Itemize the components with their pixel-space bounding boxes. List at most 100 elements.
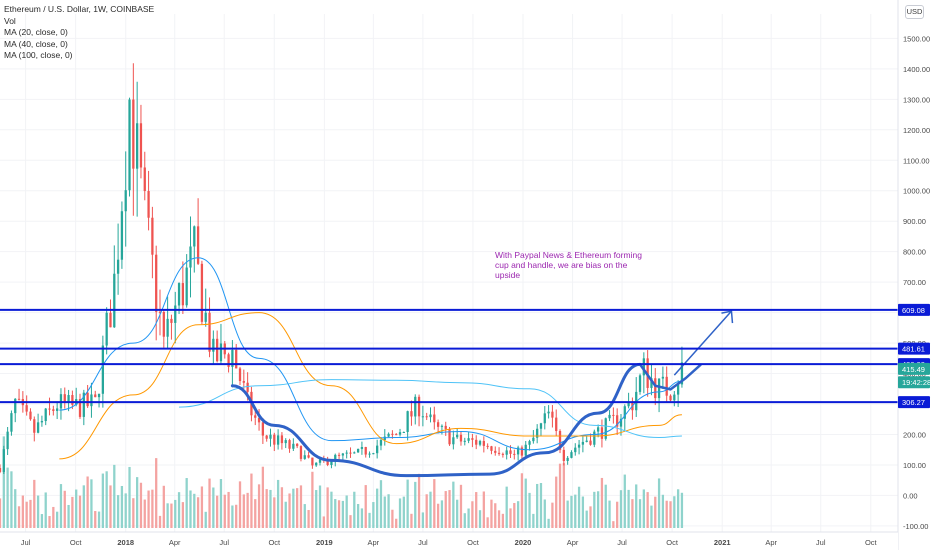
legend-vol[interactable]: Vol	[4, 15, 16, 26]
legend-ma-20[interactable]: MA (20, close, 0)	[4, 27, 68, 37]
candle	[204, 288, 207, 327]
candle	[216, 330, 219, 363]
candle	[379, 437, 383, 451]
volume-bar	[227, 491, 230, 528]
candle	[219, 323, 223, 365]
candle	[444, 421, 447, 436]
candle	[307, 451, 310, 459]
candle	[356, 448, 360, 453]
volume-bar	[311, 471, 314, 528]
volume-bar	[349, 515, 352, 528]
candle	[174, 291, 177, 344]
candle	[155, 245, 158, 341]
symbol-title[interactable]: Ethereum / U.S. Dollar, 1W, COINBASE	[4, 4, 155, 14]
volume-bar	[136, 477, 139, 528]
y-tick-label: 1400.00	[903, 65, 930, 74]
volume-bar	[44, 492, 47, 528]
candle	[593, 429, 596, 448]
volume-bar	[376, 488, 379, 528]
volume-bar	[654, 496, 657, 528]
volume-bar	[6, 467, 9, 528]
volume-bar	[212, 487, 215, 528]
moving-averages	[59, 257, 682, 460]
volume-bar	[589, 506, 592, 528]
candle	[189, 216, 192, 298]
candle	[387, 432, 390, 438]
volume-bar	[90, 479, 93, 528]
candle	[475, 435, 478, 450]
legend-ma-40[interactable]: MA (40, close, 0)	[4, 38, 68, 49]
price-tag: 481.61	[898, 342, 930, 355]
volume-bar	[494, 503, 497, 528]
candle	[463, 437, 466, 446]
candle	[551, 405, 554, 428]
candle	[63, 387, 66, 409]
candle	[315, 462, 318, 467]
volume-bar	[555, 476, 558, 528]
volume-bar	[82, 485, 85, 528]
volume-bar	[322, 516, 325, 528]
volume-bar	[276, 479, 280, 528]
x-tick-label: Oct	[70, 538, 83, 547]
volume-bar	[600, 477, 604, 528]
x-tick-label: 2020	[515, 538, 532, 547]
candle	[402, 431, 405, 434]
candle	[151, 206, 154, 279]
volume-bar	[216, 495, 219, 528]
volume-bar	[155, 458, 158, 528]
x-tick-label: 2019	[316, 538, 333, 547]
volume-bar	[10, 471, 13, 528]
volume-bar	[680, 492, 684, 528]
volume-bar	[417, 473, 421, 528]
candle	[147, 170, 150, 231]
volume-bar	[440, 500, 444, 528]
price-tag-label: 609.08	[902, 306, 925, 315]
volume-bar	[353, 491, 356, 528]
volume-bar	[235, 504, 238, 528]
volume-bar	[67, 504, 70, 528]
candle	[558, 429, 562, 454]
volume-bar	[657, 478, 661, 528]
candle	[417, 394, 421, 427]
candle	[113, 245, 116, 328]
candle	[200, 260, 204, 325]
cup-drawing	[230, 362, 642, 478]
volume-bar	[0, 498, 2, 528]
candle	[276, 429, 280, 450]
volume-bar	[509, 508, 512, 528]
y-tick-label: 1000.00	[903, 187, 930, 196]
candle	[414, 394, 417, 425]
candle	[497, 447, 501, 456]
volume-bar	[414, 481, 417, 528]
volume-bar	[2, 436, 5, 528]
volume-bar	[356, 503, 360, 528]
volume-bar	[196, 497, 200, 528]
candle	[94, 390, 97, 398]
volume-bar	[539, 483, 543, 528]
candle	[555, 409, 558, 436]
x-tick-label: Oct	[865, 538, 878, 547]
volume-bar	[242, 494, 245, 528]
candle	[574, 443, 577, 456]
currency-button[interactable]: USD	[905, 5, 924, 19]
chart-legend: Ethereum / U.S. Dollar, 1W, COINBASE Vol…	[4, 4, 154, 62]
candle	[665, 366, 668, 403]
candle	[543, 406, 546, 430]
volume-bar	[315, 490, 318, 528]
candle	[132, 63, 135, 216]
legend-ma-100[interactable]: MA (100, close, 0)	[4, 50, 73, 60]
volume-bar	[189, 490, 192, 528]
x-tick-label: Jul	[816, 538, 826, 547]
price-axis-bg[interactable]	[898, 0, 932, 550]
candle	[372, 452, 375, 455]
time-axis-bg[interactable]	[0, 532, 898, 550]
candle	[303, 450, 306, 460]
candle	[170, 314, 173, 340]
volume-bar	[318, 485, 322, 528]
candle	[539, 422, 543, 436]
volume-bar	[143, 499, 146, 528]
volume-bar	[59, 484, 63, 528]
volume-bar	[551, 502, 554, 528]
volume-bar	[490, 499, 493, 528]
volume-bar	[387, 494, 390, 528]
